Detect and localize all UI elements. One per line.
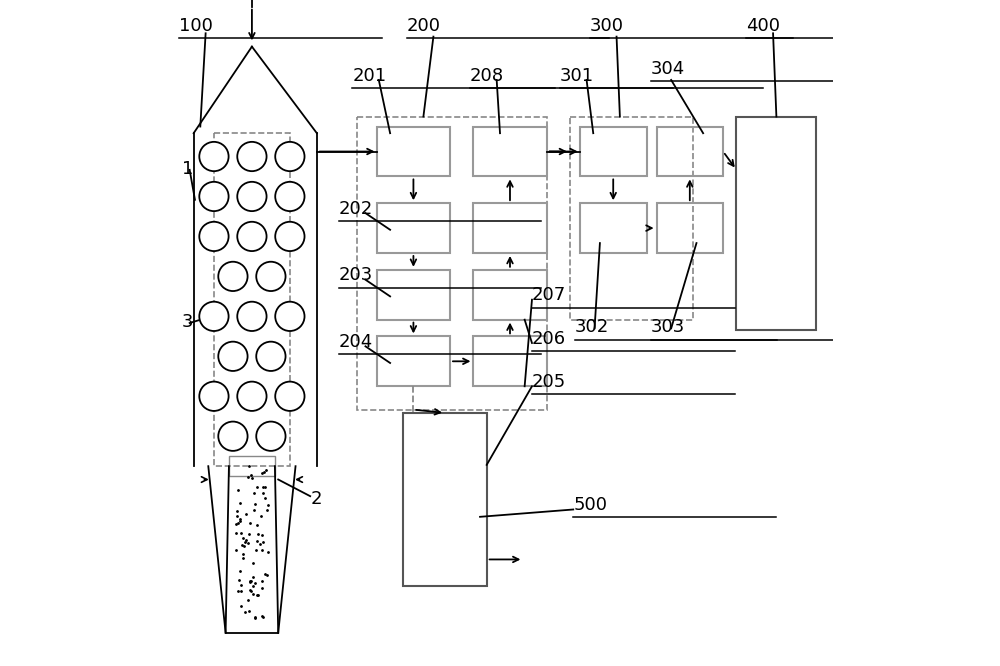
Bar	[580, 203, 647, 253]
Circle shape	[199, 302, 229, 331]
Text: 202: 202	[339, 200, 373, 218]
Bar	[377, 203, 450, 253]
Text: 300: 300	[590, 17, 624, 35]
Bar	[473, 203, 547, 253]
Circle shape	[256, 262, 286, 291]
Bar	[357, 117, 547, 410]
Text: 303: 303	[651, 318, 685, 336]
Circle shape	[199, 182, 229, 211]
Bar	[570, 117, 693, 320]
Circle shape	[275, 182, 305, 211]
Circle shape	[275, 302, 305, 331]
Bar	[377, 270, 450, 320]
Circle shape	[237, 182, 267, 211]
Text: 203: 203	[339, 266, 373, 284]
Bar	[403, 413, 487, 586]
Circle shape	[256, 422, 286, 451]
Circle shape	[218, 262, 248, 291]
Circle shape	[199, 382, 229, 411]
Text: 500: 500	[573, 496, 607, 514]
Bar	[473, 127, 547, 176]
Text: 208: 208	[470, 67, 504, 85]
Circle shape	[256, 342, 286, 371]
Text: 400: 400	[746, 17, 780, 35]
Circle shape	[237, 382, 267, 411]
Circle shape	[237, 222, 267, 251]
Circle shape	[237, 142, 267, 171]
Bar	[214, 133, 290, 466]
Bar	[473, 336, 547, 386]
Text: 301: 301	[560, 67, 594, 85]
Text: 201: 201	[352, 67, 386, 85]
Text: 3: 3	[182, 313, 193, 331]
Circle shape	[275, 222, 305, 251]
Bar	[736, 117, 816, 330]
Circle shape	[275, 142, 305, 171]
Text: 2: 2	[310, 490, 322, 507]
Text: 204: 204	[339, 333, 373, 351]
Circle shape	[218, 342, 248, 371]
Text: 206: 206	[532, 330, 566, 348]
Circle shape	[237, 302, 267, 331]
Bar	[377, 336, 450, 386]
Bar	[473, 270, 547, 320]
Bar	[580, 127, 647, 176]
Text: 207: 207	[532, 286, 566, 304]
Text: 304: 304	[651, 60, 685, 78]
Text: 302: 302	[575, 318, 609, 336]
Text: 100: 100	[179, 17, 213, 35]
Bar	[657, 203, 723, 253]
Circle shape	[199, 222, 229, 251]
Text: 1: 1	[182, 160, 193, 178]
Text: 200: 200	[407, 17, 441, 35]
Bar	[229, 456, 275, 476]
Circle shape	[275, 382, 305, 411]
Bar	[657, 127, 723, 176]
Text: 205: 205	[532, 373, 566, 391]
Circle shape	[218, 422, 248, 451]
Circle shape	[199, 142, 229, 171]
Bar	[377, 127, 450, 176]
